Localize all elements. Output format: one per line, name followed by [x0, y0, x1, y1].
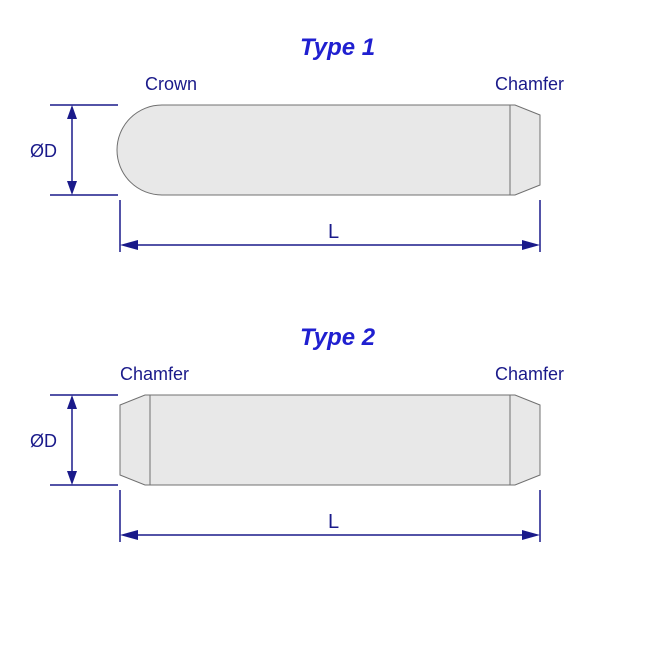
type2-left-chamfer-label: Chamfer	[120, 364, 189, 384]
type2-dimD-arrow-bot	[67, 471, 77, 485]
type1-title: Type 1	[300, 34, 375, 61]
type1-dimD-arrow-top	[67, 105, 77, 119]
type1-pin	[117, 105, 540, 195]
type2-right-chamfer-label: Chamfer	[495, 364, 564, 384]
type2-dimD-arrow-top	[67, 395, 77, 409]
type2-dimL-arrow-left	[120, 530, 138, 540]
type1-dimL-arrow-right	[522, 240, 540, 250]
type1-chamfer-label: Chamfer	[495, 74, 564, 94]
diagram-canvas: Type 1 Crown Chamfer ØD L Type 2 Chamfer…	[0, 0, 670, 670]
type1-dimD-arrow-bot	[67, 181, 77, 195]
type2-dimL-arrow-right	[522, 530, 540, 540]
type2-title: Type 2	[300, 324, 376, 351]
type1-dimL-label: L	[328, 221, 339, 243]
type1-dimD-label: ØD	[30, 141, 57, 161]
type2-dimD-label: ØD	[30, 431, 57, 451]
type2-pin	[120, 395, 540, 485]
type1-crown-label: Crown	[145, 74, 197, 94]
type1-dimL-arrow-left	[120, 240, 138, 250]
type2-dimL-label: L	[328, 511, 339, 533]
